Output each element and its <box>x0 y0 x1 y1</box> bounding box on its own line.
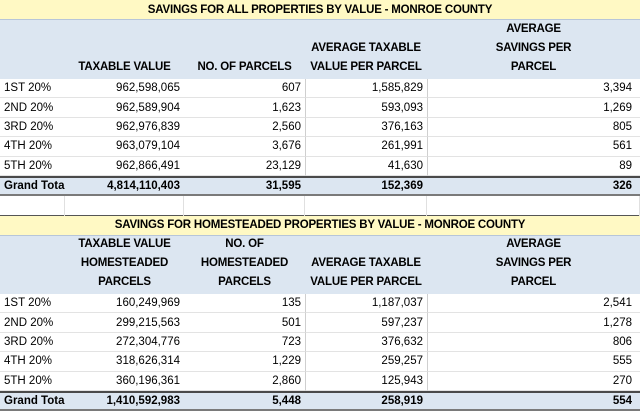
table-row: 2ND 20% 299,215,563 501 597,237 1,278 <box>0 313 640 333</box>
data-cell[interactable]: 270 <box>427 371 640 391</box>
table-row: 2ND 20% 962,589,904 1,623 593,093 1,269 <box>0 98 640 118</box>
table-row: 5TH 20% 360,196,361 2,860 125,943 270 <box>0 371 640 391</box>
data-cell[interactable]: 963,079,104 <box>65 137 184 157</box>
row-label[interactable]: 1ST 20% <box>0 79 65 99</box>
header-row: TAXABLE VALUE HOMESTEADED PARCELS NO. OF … <box>0 235 640 294</box>
data-cell[interactable]: 3,394 <box>427 79 640 99</box>
data-cell[interactable]: 1,269 <box>427 98 640 118</box>
row-label[interactable]: 5TH 20% <box>0 157 65 176</box>
data-cell[interactable]: 135 <box>184 294 305 314</box>
data-cell[interactable]: 806 <box>427 332 640 353</box>
data-cell[interactable]: 593,093 <box>305 98 427 118</box>
row-label[interactable]: 4TH 20% <box>0 352 65 372</box>
data-cell[interactable]: 41,630 <box>305 156 427 176</box>
grand-total-row: Grand Total 4,814,110,403 31,595 152,369 326 <box>0 175 640 196</box>
row-label[interactable]: 2ND 20% <box>0 98 65 118</box>
table-row: 3RD 20% 962,976,839 2,560 376,163 805 <box>0 117 640 138</box>
column-header[interactable]: NO. OF HOMESTEADED PARCELS <box>200 237 289 288</box>
data-cell[interactable]: 261,991 <box>305 137 427 157</box>
column-header[interactable]: AVERAGE TAXABLE VALUE PER PARCEL <box>310 256 422 288</box>
table-row: 1ST 20% 962,598,065 607 1,585,829 3,394 <box>0 79 640 99</box>
cell[interactable] <box>427 195 640 216</box>
data-cell[interactable]: 1,187,037 <box>305 293 427 314</box>
column-header[interactable]: TAXABLE VALUE <box>78 61 171 73</box>
data-cell[interactable]: 125,943 <box>305 371 427 391</box>
data-cell[interactable]: 555 <box>427 352 640 372</box>
data-cell[interactable]: 2,860 <box>184 372 305 391</box>
data-cell[interactable]: 299,215,563 <box>65 313 184 333</box>
data-cell[interactable]: 1,585,829 <box>305 79 427 99</box>
data-cell[interactable]: 259,257 <box>305 352 427 372</box>
column-header[interactable]: NO. OF PARCELS <box>197 61 292 73</box>
data-cell[interactable]: 160,249,969 <box>65 294 184 314</box>
table-row: 5TH 20% 962,866,491 23,129 41,630 89 <box>0 156 640 176</box>
cell[interactable] <box>184 195 305 216</box>
data-cell[interactable]: 23,129 <box>184 157 305 176</box>
cell[interactable] <box>65 195 184 216</box>
row-label[interactable]: 1ST 20% <box>0 294 65 314</box>
row-label[interactable]: 3RD 20% <box>0 333 65 353</box>
data-cell[interactable]: 723 <box>184 333 305 353</box>
header-row: TAXABLE VALUE NO. OF PARCELS AVERAGE TAXAB… <box>0 20 640 79</box>
grand-total-label[interactable]: Grand Total <box>4 179 65 192</box>
row-label[interactable]: 4TH 20% <box>0 137 65 157</box>
grand-total-cell[interactable]: 258,919 <box>381 394 423 407</box>
data-cell[interactable]: 962,866,491 <box>65 157 184 176</box>
row-label[interactable]: 2ND 20% <box>0 313 65 333</box>
data-cell[interactable]: 3,676 <box>184 137 305 157</box>
column-header[interactable]: TAXABLE VALUE HOMESTEADED PARCELS <box>78 237 171 288</box>
column-header[interactable] <box>0 236 65 294</box>
data-cell[interactable]: 962,598,065 <box>65 79 184 99</box>
data-cell[interactable]: 1,229 <box>184 352 305 372</box>
grand-total-cell[interactable]: 152,369 <box>381 179 423 192</box>
data-cell[interactable]: 2,560 <box>184 118 305 138</box>
data-cell[interactable]: 1,623 <box>184 98 305 118</box>
cell[interactable] <box>305 195 427 216</box>
data-cell[interactable]: 805 <box>427 117 640 138</box>
grand-total-row: Grand Total 1,410,592,983 5,448 258,919 554 <box>0 390 640 411</box>
grand-total-cell[interactable]: 326 <box>612 179 632 192</box>
row-label[interactable]: 3RD 20% <box>0 118 65 138</box>
data-cell[interactable]: 597,237 <box>305 313 427 333</box>
data-cell[interactable]: 360,196,361 <box>65 372 184 391</box>
grand-total-cell[interactable]: 554 <box>612 394 632 407</box>
grand-total-label[interactable]: Grand Total <box>4 394 65 407</box>
column-header[interactable] <box>0 20 65 79</box>
data-cell[interactable]: 962,589,904 <box>65 98 184 118</box>
grand-total-cell[interactable]: 1,410,592,983 <box>106 394 180 407</box>
data-cell[interactable]: 607 <box>184 79 305 99</box>
data-cell[interactable]: 561 <box>427 137 640 157</box>
data-cell[interactable]: 1,278 <box>427 313 640 333</box>
table-section-2: SAVINGS FOR HOMESTEADED PROPERTIES BY VA… <box>0 215 640 411</box>
data-cell[interactable]: 376,632 <box>305 332 427 353</box>
data-cell[interactable]: 272,304,776 <box>65 333 184 353</box>
table-row: 4TH 20% 318,626,314 1,229 259,257 555 <box>0 352 640 372</box>
row-label[interactable]: 5TH 20% <box>0 372 65 391</box>
column-header[interactable]: AVERAGE SAVINGS PER PARCEL <box>495 23 572 73</box>
table-title: SAVINGS FOR ALL PROPERTIES BY VALUE - MO… <box>0 0 640 20</box>
table-row: 3RD 20% 272,304,776 723 376,632 806 <box>0 332 640 353</box>
grand-total-cell[interactable]: 4,814,110,403 <box>107 179 180 192</box>
cell[interactable] <box>0 195 65 216</box>
blank-row <box>0 195 640 216</box>
table-row: 4TH 20% 963,079,104 3,676 261,991 561 <box>0 137 640 157</box>
column-header[interactable]: AVERAGE SAVINGS PER PARCEL <box>495 237 572 288</box>
table-section-1: SAVINGS FOR ALL PROPERTIES BY VALUE - MO… <box>0 0 640 196</box>
table-row: 1ST 20% 160,249,969 135 1,187,037 2,541 <box>0 293 640 314</box>
data-cell[interactable]: 89 <box>427 156 640 176</box>
grand-total-cell[interactable]: 31,595 <box>265 179 301 192</box>
data-cell[interactable]: 501 <box>184 313 305 333</box>
data-cell[interactable]: 962,976,839 <box>65 118 184 138</box>
column-header[interactable]: AVERAGE TAXABLE VALUE PER PARCEL <box>310 42 422 73</box>
grand-total-cell[interactable]: 5,448 <box>272 394 301 407</box>
table-title: SAVINGS FOR HOMESTEADED PROPERTIES BY VA… <box>0 215 640 236</box>
data-cell[interactable]: 376,163 <box>305 117 427 138</box>
data-cell[interactable]: 2,541 <box>427 293 640 314</box>
data-cell[interactable]: 318,626,314 <box>65 352 184 372</box>
